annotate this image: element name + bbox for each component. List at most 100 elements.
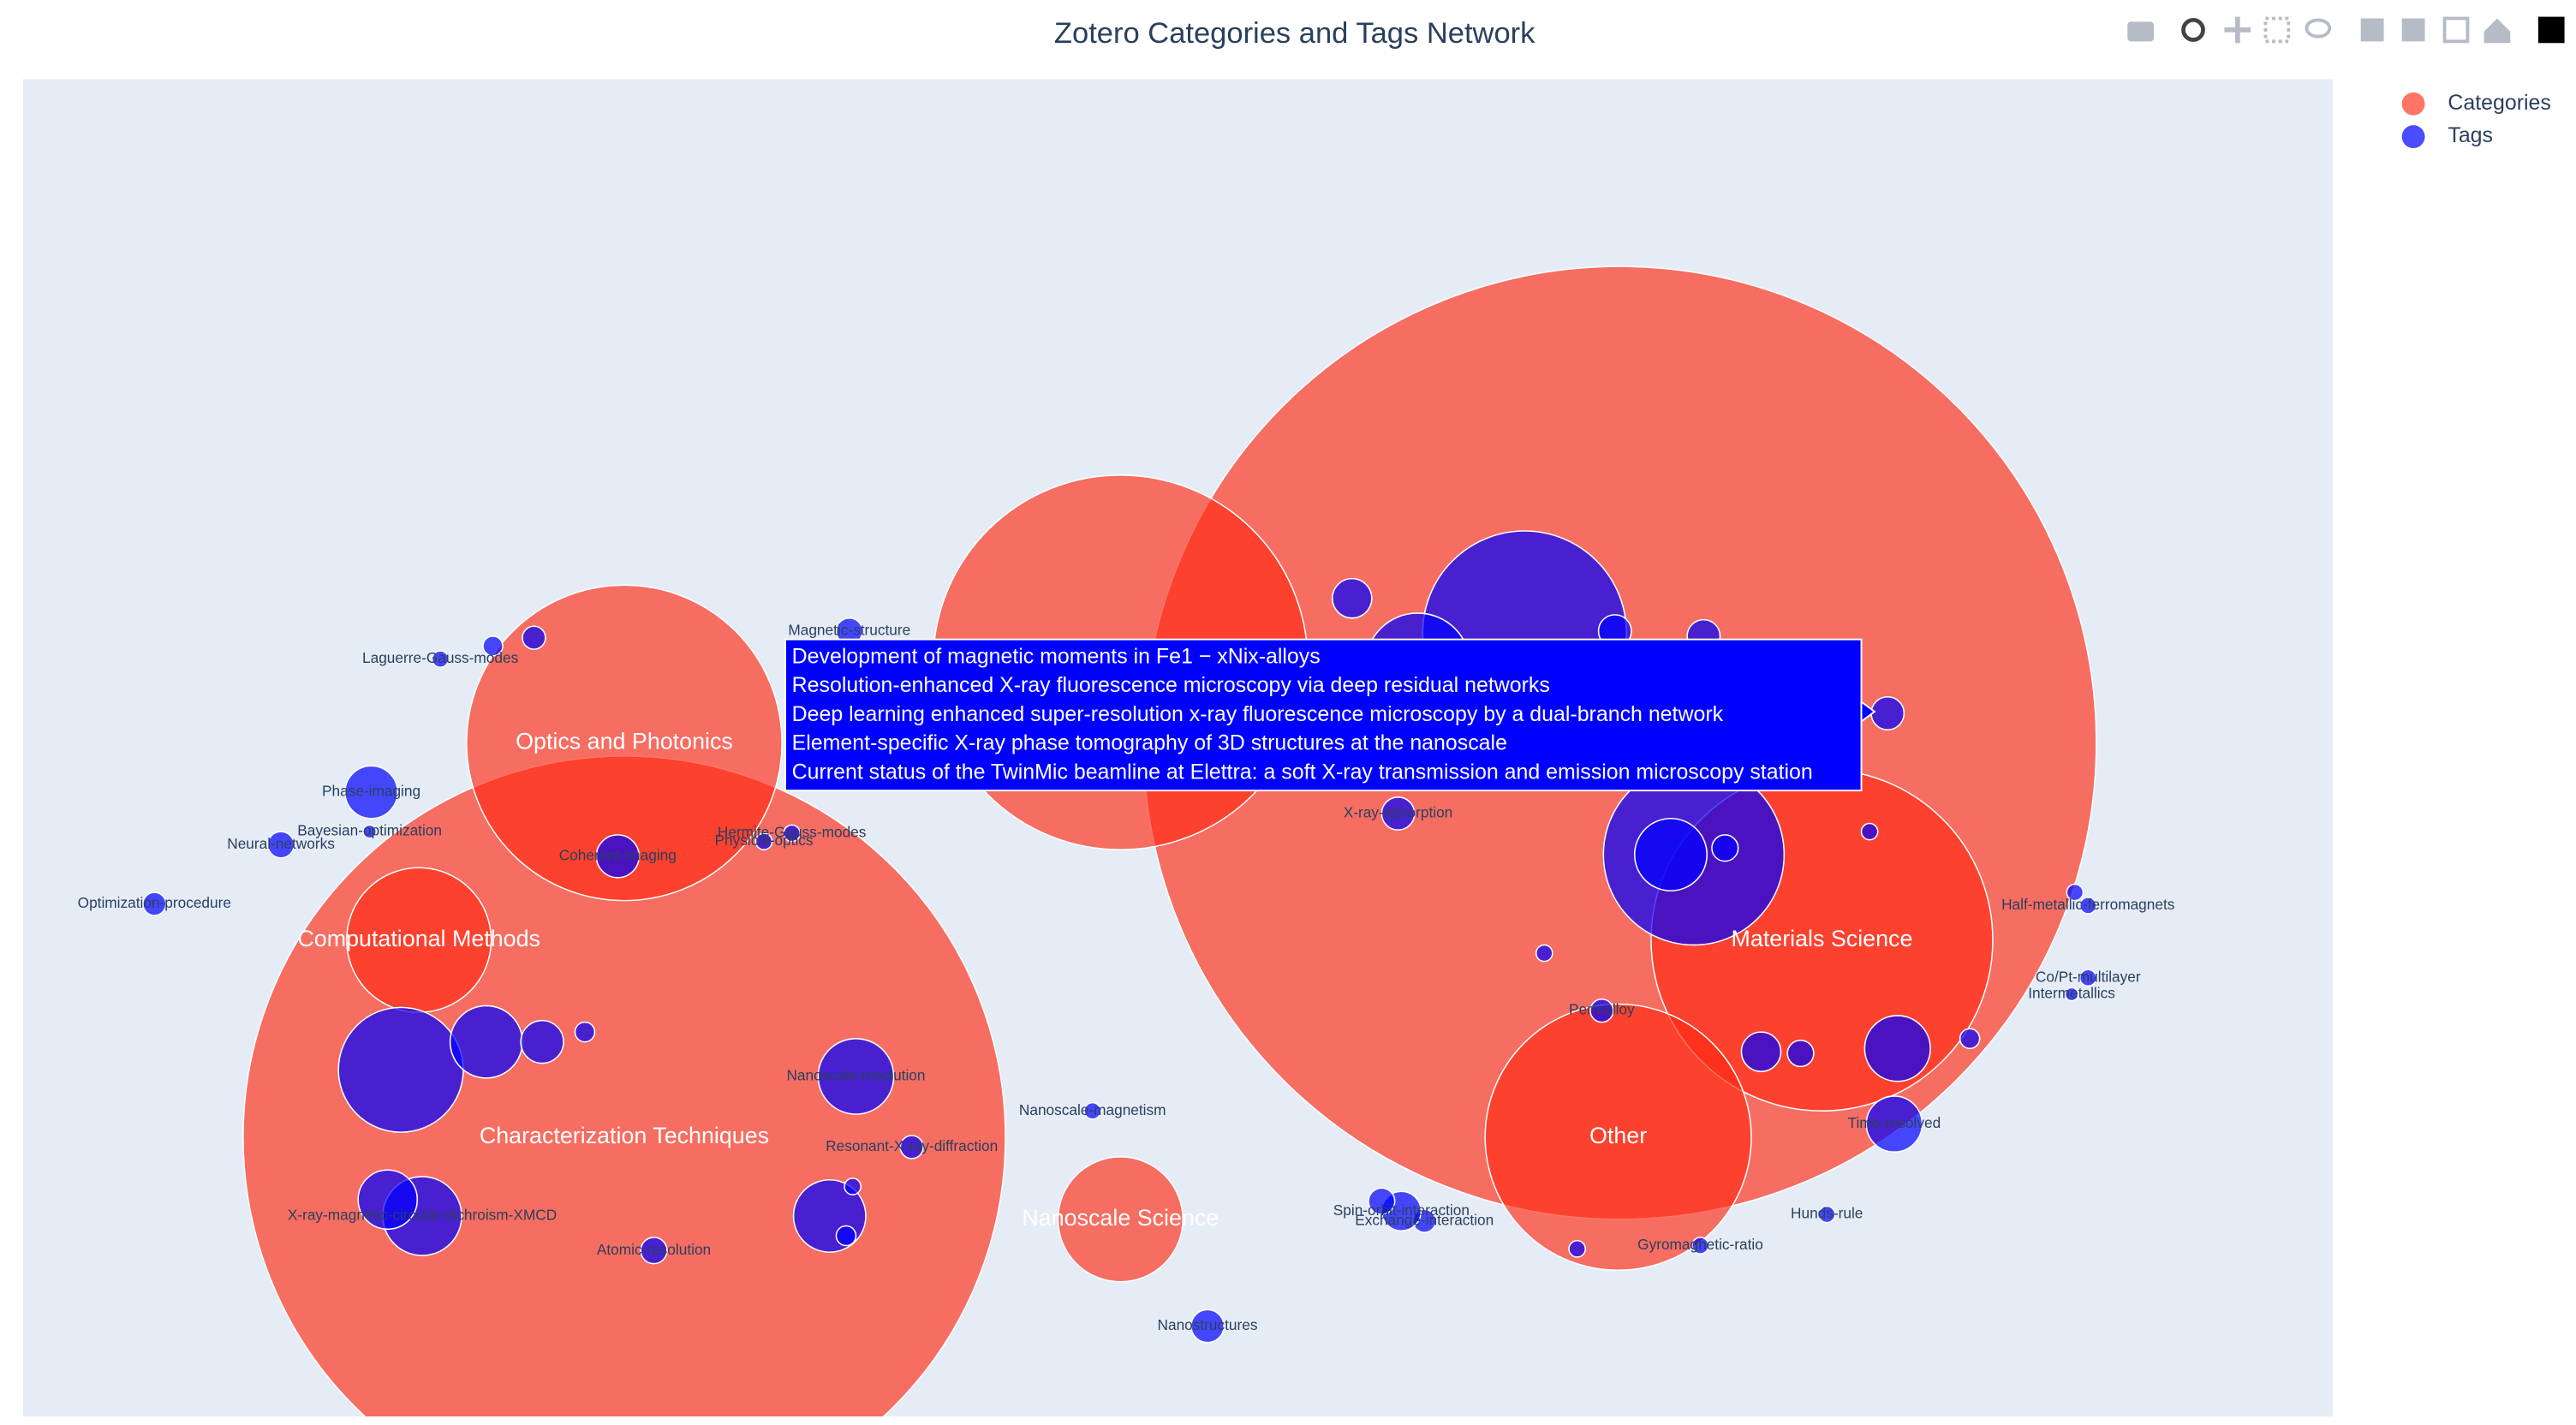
tag-label: Laguerre-Gauss-modes [362, 649, 518, 666]
tag-bubble [1786, 1039, 1815, 1068]
tag-bubble [1860, 822, 1879, 841]
tag-bubble [899, 1135, 924, 1160]
legend-label: Categories [2448, 91, 2551, 115]
zoom-in-icon[interactable] [2360, 18, 2384, 42]
tooltip: Development of magnetic moments in Fe1 −… [784, 638, 1876, 792]
tag-label: Neural-networks [227, 835, 335, 852]
tag-bubble [2066, 883, 2084, 902]
zoom-icon[interactable] [2181, 18, 2205, 42]
tag-bubble [595, 834, 641, 879]
tag-bubble [142, 891, 167, 916]
tag-label: Atomic-resolution [597, 1241, 711, 1258]
tag-bubble [783, 824, 802, 843]
tag-bubble [357, 1169, 419, 1231]
tag-label: Nanostructures [1158, 1316, 1258, 1333]
tag-bubble [1959, 1028, 1981, 1050]
legend: Categories Tags [2401, 91, 2551, 149]
tag-bubble [1368, 1187, 1396, 1215]
tag-label: Magnetic-structure [788, 622, 910, 639]
tag-bubble [266, 831, 295, 859]
tag-label: Physical-optics [715, 832, 814, 849]
tag-label: X-ray-magnetic-circular-dichroism-XMCD [288, 1207, 557, 1224]
tag-label: Hunds-rule [1791, 1205, 1863, 1222]
tag-bubble [754, 832, 773, 850]
legend-label: Tags [2448, 123, 2493, 147]
tag-bubble [817, 1038, 895, 1115]
category-label: Nanoscale Science [1022, 1205, 1219, 1231]
legend-swatch [2401, 92, 2425, 116]
tag-bubble [835, 1225, 857, 1247]
tooltip-line: Deep learning enhanced super-resolution … [792, 702, 1724, 726]
tag-bubble [1865, 1095, 1923, 1153]
tag-bubble [2078, 897, 2097, 915]
select-icon[interactable] [2263, 16, 2291, 44]
home-icon[interactable] [2484, 18, 2511, 44]
tag-bubble [1740, 1031, 1782, 1072]
tag-label: Gyromagnetic-ratio [1637, 1236, 1763, 1253]
tooltip-pointer [1860, 700, 1876, 724]
plotly-logo[interactable] [2537, 16, 2565, 44]
tag-bubble [431, 650, 450, 669]
tag-bubble [844, 1178, 862, 1195]
tag-bubble [640, 1237, 668, 1265]
tag-bubble [1691, 1237, 1709, 1255]
tag-bubble [1380, 796, 1416, 831]
tag-label: Coherent-imaging [559, 846, 677, 863]
autoscale-icon[interactable] [2442, 16, 2470, 44]
tooltip-line: Current status of the TwinMic beamline a… [792, 760, 1813, 784]
tag-bubble [1870, 696, 1905, 730]
tooltip-line: Element-specific X-ray phase tomography … [792, 731, 1507, 755]
tag-bubble [1589, 998, 1614, 1023]
tag-bubble [1863, 1015, 1931, 1082]
tag-bubble [1535, 944, 1553, 963]
tag-bubble [344, 765, 399, 820]
tag-label: Half-metallic-ferromagnets [2001, 896, 2174, 913]
zoom-out-icon[interactable] [2401, 18, 2425, 42]
tag-bubble [520, 1019, 564, 1064]
lasso-icon[interactable] [2305, 18, 2332, 39]
tag-bubble [1634, 817, 1708, 891]
tag-bubble [522, 625, 546, 650]
tag-bubble [2064, 987, 2079, 1002]
tag-bubble [1190, 1309, 1225, 1344]
tag-label: Spin-orbit-interaction [1333, 1201, 1470, 1219]
tag-label: Nanoscale-resolution [786, 1066, 925, 1083]
tooltip-box [784, 638, 1863, 792]
tag-bubble [1817, 1205, 1836, 1224]
tag-label: Time-resolved [1848, 1114, 1941, 1131]
tag-label: Hermite-Gauss-modes [718, 824, 867, 841]
tag-label: Resonant-X-ray-diffraction [826, 1137, 998, 1154]
category-bubble [466, 584, 783, 902]
legend-swatch [2401, 125, 2425, 149]
tag-bubble [1083, 1101, 1102, 1120]
tag-label: Nanoscale-magnetism [1019, 1101, 1166, 1118]
tag-label: Intermetallics [2028, 985, 2115, 1002]
labels: Characterization Techniques Optics and Ph… [78, 622, 2175, 1333]
tag-bubble [362, 824, 378, 839]
tag-label: Co/Pt-multilayer [2036, 968, 2141, 985]
category-label: Characterization Techniques [480, 1123, 769, 1148]
tooltip-line: Development of magnetic moments in Fe1 −… [792, 644, 1321, 668]
tag-bubble [1568, 1239, 1586, 1258]
chart-title: Zotero Categories and Tags Network [1054, 17, 1535, 50]
tag-label: Permalloy [1569, 1001, 1635, 1018]
toolbar[interactable] [2127, 16, 2565, 44]
pan-icon[interactable] [2224, 16, 2251, 44]
tag-label: Phase-imaging [322, 783, 420, 800]
category-label: Other [1589, 1123, 1647, 1148]
category-bubble [1484, 1003, 1752, 1272]
tag-bubble [574, 1021, 596, 1043]
camera-icon[interactable] [2127, 21, 2154, 42]
tag-bubble [449, 1005, 523, 1079]
category-bubble [1057, 1156, 1184, 1283]
tag-label: Exchange-interaction [1355, 1211, 1494, 1228]
category-label: Optics and Photonics [516, 729, 733, 754]
tag-bubble [337, 1006, 464, 1133]
tag-bubble [1332, 577, 1373, 619]
category-label: Computational Methods [297, 926, 540, 951]
tooltip-line: Resolution-enhanced X-ray fluorescence m… [792, 673, 1550, 697]
tag-label: X-ray-absorption [1344, 804, 1453, 821]
category-label: Materials Science [1732, 926, 1913, 951]
tag-bubble [482, 635, 504, 657]
